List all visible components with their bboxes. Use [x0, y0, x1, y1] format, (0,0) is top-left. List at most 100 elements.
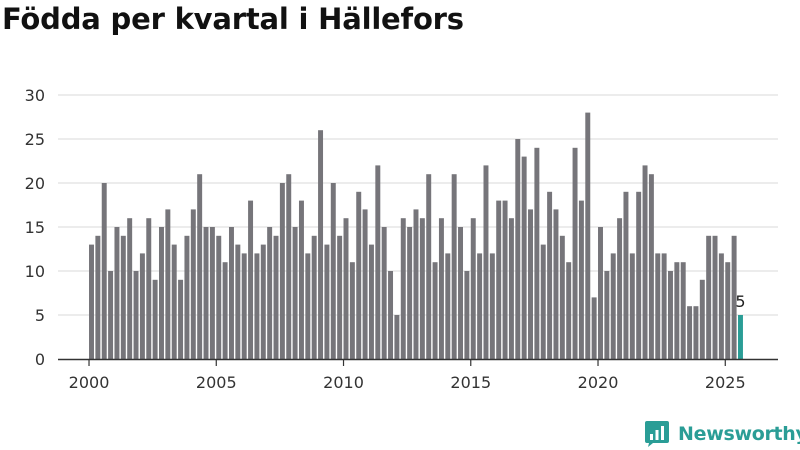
bar — [139, 253, 145, 359]
bar — [197, 174, 203, 359]
bar — [203, 227, 209, 359]
bar — [432, 262, 438, 359]
bar — [585, 112, 591, 359]
bar — [267, 227, 273, 359]
bar — [190, 209, 196, 359]
bar — [419, 218, 425, 359]
bar — [515, 139, 521, 359]
bar — [477, 253, 483, 359]
bar — [184, 235, 190, 359]
bar — [171, 244, 177, 359]
bar — [725, 262, 731, 359]
bar — [648, 174, 654, 359]
bar — [292, 227, 298, 359]
bar — [706, 235, 712, 359]
bar — [458, 227, 464, 359]
y-axis-ticks: 0 5 10 15 20 25 30 — [25, 86, 45, 369]
x-tick-label: 2010 — [323, 373, 364, 392]
bar — [222, 262, 228, 359]
bar — [127, 218, 133, 359]
bar — [528, 209, 533, 359]
bar — [661, 253, 667, 359]
bar — [572, 147, 578, 359]
bar — [540, 244, 546, 359]
newsworthy-brand[interactable]: Newsworthy — [644, 420, 800, 448]
x-axis: 2000 2005 2010 2015 2020 2025 — [58, 358, 778, 392]
bar — [394, 315, 400, 359]
bar — [496, 200, 502, 359]
bar — [642, 165, 648, 359]
y-tick-label: 30 — [25, 86, 45, 105]
bar — [133, 271, 139, 359]
bar — [553, 209, 559, 359]
x-tick-label: 2005 — [196, 373, 237, 392]
y-tick-label: 10 — [25, 262, 45, 281]
data-labels: 5 — [735, 292, 745, 311]
bar — [120, 235, 126, 359]
bar — [566, 262, 572, 359]
bar — [598, 227, 603, 359]
bar — [483, 165, 489, 359]
bar — [343, 218, 349, 359]
bar — [508, 218, 514, 359]
brand-name: Newsworthy — [678, 423, 800, 445]
bar — [668, 271, 673, 359]
bar — [617, 218, 623, 359]
bar — [445, 253, 451, 359]
bar — [260, 244, 266, 359]
bar — [368, 244, 374, 359]
bar — [330, 183, 336, 359]
bar — [114, 227, 120, 359]
bar — [610, 253, 616, 359]
bar — [159, 227, 164, 359]
bar — [235, 244, 241, 359]
bar — [591, 297, 597, 359]
bar — [152, 279, 158, 359]
bar — [699, 279, 705, 359]
y-tick-label: 15 — [25, 218, 45, 237]
bar — [718, 253, 724, 359]
bar — [273, 235, 279, 359]
bar — [400, 218, 406, 359]
bar — [362, 209, 368, 359]
x-tick-label: 2015 — [450, 373, 491, 392]
bar — [248, 200, 254, 359]
bar — [521, 156, 527, 359]
bar — [108, 271, 114, 359]
x-tick-label: 2000 — [69, 373, 110, 392]
bar — [547, 191, 553, 359]
bar — [604, 271, 610, 359]
y-tick-label: 20 — [25, 174, 45, 193]
bar — [534, 147, 540, 359]
bar — [311, 235, 317, 359]
bar — [559, 235, 565, 359]
bars — [89, 112, 743, 359]
bar — [95, 235, 101, 359]
bar — [623, 191, 629, 359]
bar — [693, 306, 699, 359]
bar — [254, 253, 260, 359]
bar — [337, 235, 343, 359]
bar — [356, 191, 362, 359]
y-tick-label: 0 — [35, 350, 45, 369]
bar — [101, 183, 107, 359]
bar — [146, 218, 152, 359]
bar — [470, 218, 476, 359]
data-label: 5 — [735, 292, 745, 311]
bar — [165, 209, 171, 359]
bar — [687, 306, 693, 359]
bar — [178, 279, 184, 359]
bar — [279, 183, 285, 359]
bar — [655, 253, 661, 359]
bar — [305, 253, 311, 359]
bar — [737, 315, 743, 359]
bar — [578, 200, 584, 359]
bar — [407, 227, 413, 359]
chart-title: Födda per kvartal i Hällefors — [2, 2, 464, 36]
bar — [489, 253, 495, 359]
bar — [712, 235, 718, 359]
bar — [451, 174, 457, 359]
bar — [680, 262, 686, 359]
bar — [636, 191, 642, 359]
